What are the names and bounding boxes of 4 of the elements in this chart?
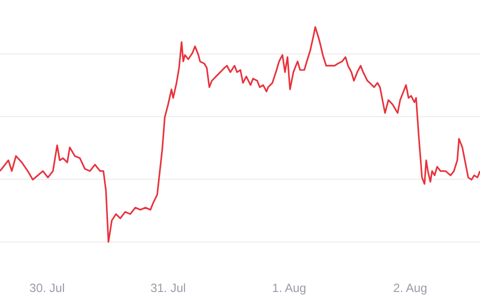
x-tick-label: 2. Aug xyxy=(393,281,428,295)
x-tick-label: 31. Jul xyxy=(150,281,186,295)
x-tick-label: 1. Aug xyxy=(272,281,306,295)
x-tick-label: 30. Jul xyxy=(29,281,65,295)
